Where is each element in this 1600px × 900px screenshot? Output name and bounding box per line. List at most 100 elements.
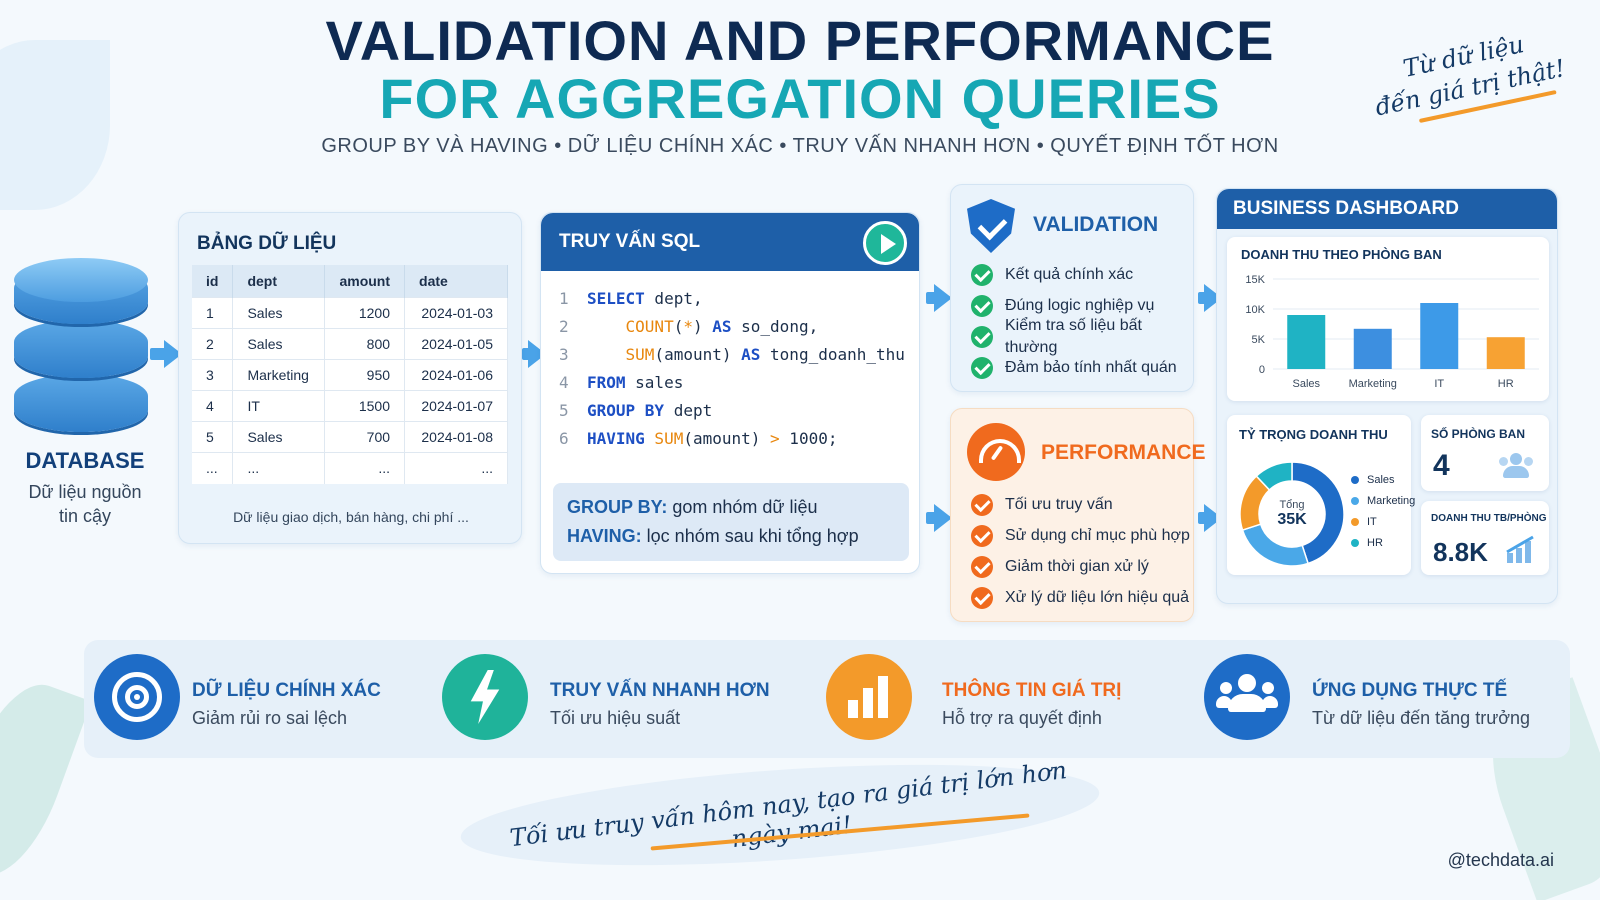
run-query-button[interactable] [863, 221, 907, 265]
table-cell: 2024-01-06 [404, 359, 508, 391]
sql-keyword: SELECT [587, 289, 645, 308]
sql-keyword: AS [712, 317, 732, 336]
sql-function: COUNT [625, 317, 674, 336]
groupby-label: GROUP BY: [567, 497, 668, 517]
sql-text: 1000; [779, 429, 838, 448]
list-item: Đúng logic nghiệp vụ [971, 290, 1193, 321]
code-line: 5 GROUP BY dept [549, 397, 913, 425]
performance-list: Tối ưu truy vấn Sử dụng chỉ mục phù hợp … [971, 489, 1190, 613]
list-item-label: Sử dụng chỉ mục phù hợp [1005, 526, 1190, 544]
feature-title: DỮ LIỆU CHÍNH XÁC [192, 680, 381, 701]
check-icon [971, 294, 993, 317]
y-tick-label: 10K [1245, 304, 1265, 316]
dashboard-title: BUSINESS DASHBOARD [1217, 189, 1557, 229]
database-disk [14, 320, 148, 378]
list-item-label: Đúng logic nghiệp vụ [1005, 296, 1155, 314]
flow-arrow-head [164, 340, 182, 368]
sql-keyword: FROM [587, 373, 626, 392]
table-row: 1 Sales 1200 2024-01-03 [192, 297, 508, 329]
list-item: Giảm thời gian xử lý [971, 551, 1190, 582]
avg-revenue-card: DOANH THU TB/PHÒNG 8.8K [1421, 501, 1549, 575]
having-text: lọc nhóm sau khi tổng hợp [641, 526, 859, 546]
line-number: 5 [559, 401, 569, 420]
revenue-donut-chart [1239, 461, 1345, 567]
legend-item: IT [1351, 511, 1415, 532]
line-number: 4 [559, 373, 569, 392]
list-item: Kết quả chính xác [971, 259, 1193, 290]
flow-arrow [926, 512, 936, 524]
database-disk [14, 374, 148, 432]
code-line: 2 COUNT(*) AS so_dong, [549, 313, 913, 341]
table-cell: ... [192, 452, 234, 484]
users-icon [1499, 453, 1533, 479]
sql-keyword: AS [741, 345, 761, 364]
revenue-chart-title: DOANH THU THEO PHÒNG BAN [1241, 247, 1442, 262]
groupby-note: GROUP BY: gom nhóm dữ liệu [567, 493, 895, 522]
y-tick-label: 0 [1259, 364, 1265, 376]
check-icon [971, 555, 993, 578]
target-icon [94, 654, 180, 740]
flow-arrow [150, 348, 166, 360]
code-line: 4 FROM sales [549, 369, 913, 397]
flow-arrow [1198, 512, 1206, 524]
page-subtitle: GROUP BY VÀ HAVING • DỮ LIỆU CHÍNH XÁC •… [321, 135, 1279, 157]
revenue-bar-chart: 0 5K 10K 15K Sales Marketing IT HR [1245, 274, 1539, 390]
table-cell: 5 [192, 421, 234, 453]
x-tick-label: HR [1498, 378, 1514, 390]
page-title-line2: FOR AGGREGATION QUERIES [379, 67, 1221, 130]
legend-item: Marketing [1351, 490, 1415, 511]
column-header: id [192, 265, 234, 298]
author-handle: @techdata.ai [1447, 850, 1554, 870]
bar-chart-icon [826, 654, 912, 740]
check-icon [971, 586, 993, 609]
donut-center: Tổng 35K [1237, 499, 1347, 529]
feature-title: TRUY VẤN NHANH HƠN [550, 680, 770, 701]
bar-hr [1486, 337, 1525, 369]
donut-center-value: 35K [1277, 511, 1307, 528]
sql-keyword: HAVING [587, 429, 645, 448]
having-note: HAVING: lọc nhóm sau khi tổng hợp [567, 522, 895, 551]
table-row: 5 Sales 700 2024-01-08 [192, 421, 508, 453]
list-item: Tối ưu truy vấn [971, 489, 1190, 520]
legend-item: HR [1351, 532, 1415, 553]
flow-arrow [522, 348, 530, 360]
line-number: 3 [559, 345, 569, 364]
table-cell: ... [404, 452, 508, 484]
database-label: DATABASE [25, 448, 145, 473]
table-cell: 2024-01-03 [404, 297, 508, 329]
bar-marketing [1353, 328, 1392, 369]
lightning-icon [442, 654, 528, 740]
sql-text: ) [692, 317, 713, 336]
check-icon [971, 524, 993, 547]
code-line: 3 SUM(amount) AS tong_doanh_thu [549, 341, 913, 369]
column-header: date [404, 265, 508, 298]
list-item: Đảm bảo tính nhất quán [971, 352, 1193, 383]
table-cell: 3 [192, 359, 234, 391]
sql-text: so_dong, [731, 317, 819, 336]
legend-label: Marketing [1367, 494, 1416, 507]
legend-item: Sales [1351, 469, 1415, 490]
avg-revenue-value: 8.8K [1433, 537, 1488, 567]
table-cell: 1200 [324, 297, 406, 329]
speedometer-icon [967, 423, 1025, 481]
growth-chart-icon [1505, 535, 1537, 563]
business-dashboard: BUSINESS DASHBOARD DOANH THU THEO PHÒNG … [1216, 188, 1558, 604]
database-sub-line1: Dữ liệu nguồn [28, 482, 142, 502]
sql-operator: * [683, 317, 693, 336]
code-line: 1 SELECT dept, [549, 285, 913, 313]
list-item: Kiểm tra số liệu bất thường [971, 317, 1193, 356]
donut-slice-hr [1255, 461, 1293, 492]
list-item: Sử dụng chỉ mục phù hợp [971, 520, 1190, 551]
list-item: Xử lý dữ liệu lớn hiệu quả [971, 582, 1190, 613]
sql-text: dept, [644, 289, 703, 308]
table-cell: 1500 [324, 390, 406, 422]
table-cell: ... [324, 452, 406, 484]
list-item-label: Kiểm tra số liệu bất thường [1005, 316, 1142, 356]
share-chart-card: TỶ TRỌNG DOANH THU Tổng 35K Sales Marketi… [1227, 415, 1415, 575]
table-panel-title: BẢNG DỮ LIỆU [197, 233, 337, 254]
sql-panel: TRUY VẤN SQL 1 SELECT dept, 2 COUNT(*) AS… [540, 212, 920, 574]
x-tick-label: Sales [1292, 378, 1320, 390]
sql-text: sales [625, 373, 684, 392]
sql-text: tong_doanh_thu [760, 345, 905, 364]
sql-panel-title: TRUY VẤN SQL [559, 231, 701, 252]
